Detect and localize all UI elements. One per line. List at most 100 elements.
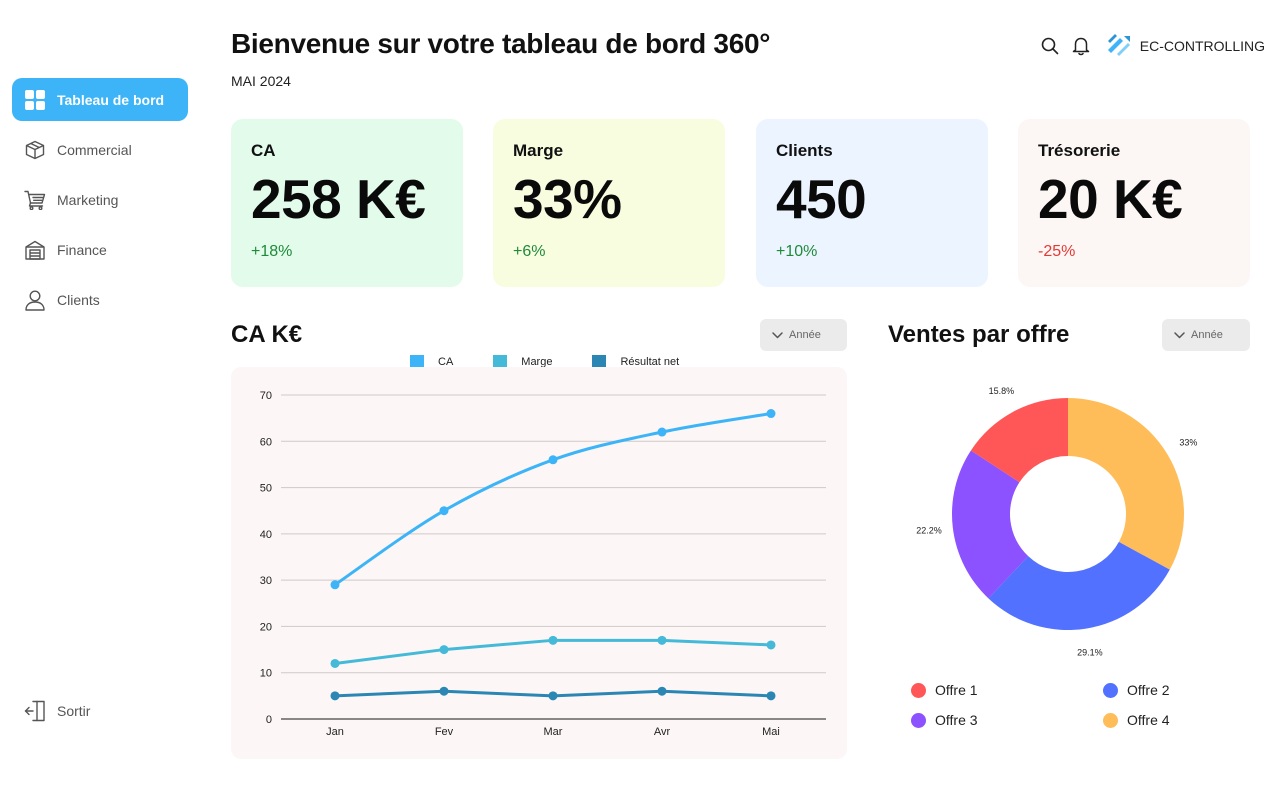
logout-area: Sortir (12, 689, 188, 739)
data-point[interactable] (330, 691, 340, 701)
sidebar: Tableau de bord Commercial Marketing Fin… (0, 0, 200, 800)
data-point[interactable] (766, 409, 776, 419)
logout-icon (24, 700, 46, 722)
y-tick-label: 20 (260, 621, 272, 633)
kpi-delta: -25% (1038, 242, 1076, 260)
box-icon (24, 139, 46, 161)
y-tick-label: 70 (260, 390, 272, 402)
slice-label: 22.2% (916, 525, 942, 535)
kpi-card-marge: Marge 33% +6% (493, 119, 725, 287)
user-icon (24, 289, 46, 311)
kpi-card-tresorerie: Trésorerie 20 K€ -25% (1018, 119, 1250, 287)
top-bar: EC-CONTROLLING (1030, 33, 1265, 59)
pie-chart-title: Ventes par offre (888, 321, 1070, 348)
page-title: Bienvenue sur votre tableau de bord 360° (231, 28, 771, 59)
data-point[interactable] (548, 691, 558, 701)
brand: EC-CONTROLLING (1106, 32, 1265, 61)
pie-slice[interactable] (970, 398, 1068, 483)
kpi-card-clients: Clients 450 +10% (756, 119, 988, 287)
sidebar-item-commercial[interactable]: Commercial (12, 128, 188, 171)
x-tick-label: Mar (544, 726, 563, 738)
data-point[interactable] (548, 455, 558, 465)
dropdown-label: Année (1191, 329, 1223, 341)
legend-label: Résultat net (620, 356, 680, 368)
x-tick-label: Jan (326, 726, 344, 738)
kpi-value: 450 (776, 168, 867, 230)
brand-logo-icon (1106, 32, 1132, 61)
data-point[interactable] (330, 658, 340, 668)
legend-item-marge: Marge (493, 355, 552, 369)
data-point[interactable] (657, 427, 667, 437)
data-point[interactable] (766, 640, 776, 650)
legend-item-ca: CA (410, 355, 453, 369)
sidebar-item-clients[interactable]: Clients (12, 278, 188, 321)
slice-label: 29.1% (1077, 647, 1103, 657)
dropdown-label: Année (789, 329, 821, 341)
line-chart-legend: CA Marge Résultat net (410, 355, 719, 369)
data-point[interactable] (439, 506, 449, 516)
kpi-cards: CA 258 K€ +18% Marge 33% +6% Clients 450… (231, 119, 1250, 287)
legend-item-resultat-net: Résultat net (592, 355, 679, 369)
kpi-label: Trésorerie (1038, 141, 1121, 160)
pie-legend-item-offre-4: Offre 4 (1103, 712, 1170, 728)
kpi-value: 258 K€ (251, 168, 426, 230)
legend-label: Offre 4 (1127, 712, 1170, 728)
sidebar-item-label: Finance (57, 241, 107, 258)
brand-name: EC-CONTROLLING (1139, 38, 1265, 54)
line-chart: 0 10 20 30 40 50 60 70 Jan Fev Mar Avr Mai (260, 390, 826, 738)
pie-legend-item-offre-1: Offre 1 (911, 682, 978, 698)
data-point[interactable] (657, 635, 667, 645)
kpi-value: 20 K€ (1038, 168, 1183, 230)
y-tick-label: 30 (260, 575, 272, 587)
legend-label: Offre 2 (1127, 682, 1170, 698)
y-tick-label: 60 (260, 436, 272, 448)
logout-button[interactable]: Sortir (12, 689, 188, 732)
kpi-label: Clients (776, 141, 833, 160)
y-tick-label: 50 (260, 483, 272, 495)
search-icon[interactable] (1039, 35, 1061, 57)
pie-slice[interactable] (988, 541, 1170, 630)
sidebar-item-label: Commercial (57, 141, 132, 158)
logout-label: Sortir (57, 702, 91, 719)
legend-label: CA (438, 356, 454, 368)
data-point[interactable] (766, 691, 776, 701)
sidebar-item-marketing[interactable]: Marketing (12, 178, 188, 221)
data-point[interactable] (439, 686, 449, 696)
pie-slice[interactable] (952, 450, 1029, 599)
bell-icon[interactable] (1070, 35, 1092, 57)
legend-dot (1103, 682, 1118, 698)
data-point[interactable] (330, 580, 340, 590)
sidebar-item-label: Clients (57, 291, 100, 308)
slice-label: 15.8% (989, 386, 1015, 396)
sidebar-item-label: Tableau de bord (57, 91, 165, 108)
sidebar-item-finance[interactable]: Finance (12, 228, 188, 271)
legend-label: Offre 3 (935, 712, 978, 728)
kpi-card-ca: CA 258 K€ +18% (231, 119, 463, 287)
line-chart-period-dropdown[interactable]: Année (760, 319, 847, 351)
legend-dot (911, 712, 926, 728)
sidebar-item-tableau-de-bord[interactable]: Tableau de bord (12, 78, 188, 121)
dashboard-icon (24, 89, 46, 111)
legend-label: Offre 1 (935, 682, 978, 698)
kpi-value: 33% (513, 168, 622, 230)
x-tick-label: Fev (435, 726, 454, 738)
legend-dot (911, 682, 926, 698)
kpi-delta: +10% (776, 242, 818, 260)
legend-swatch (493, 355, 508, 369)
pie-legend-item-offre-2: Offre 2 (1103, 682, 1170, 698)
pie-chart-period-dropdown[interactable]: Année (1162, 319, 1250, 351)
kpi-delta: +18% (251, 242, 293, 260)
data-point[interactable] (657, 686, 667, 696)
pie-slice[interactable] (1068, 398, 1184, 570)
kpi-label: Marge (513, 141, 564, 160)
data-point[interactable] (548, 635, 558, 645)
donut-chart-panel: 33% 29.1% 22.2% 15.8% (880, 380, 1260, 670)
kpi-label: CA (251, 141, 276, 160)
sidebar-nav: Tableau de bord Commercial Marketing Fin… (12, 78, 188, 328)
data-point[interactable] (439, 645, 449, 655)
legend-dot (1103, 712, 1118, 728)
series-line (333, 412, 773, 587)
chevron-down-icon (772, 331, 783, 339)
y-tick-label: 10 (260, 668, 272, 680)
period-label: MAI 2024 (231, 73, 291, 89)
